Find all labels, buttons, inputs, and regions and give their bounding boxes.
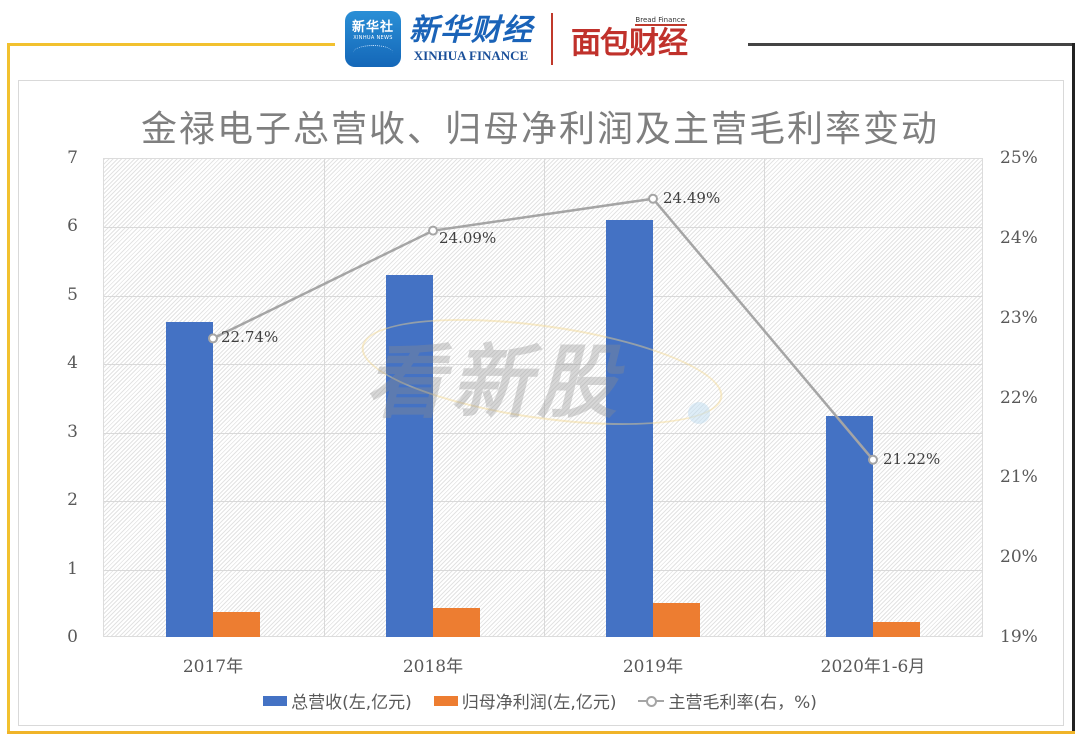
y-left-tick-label: 6 — [67, 216, 78, 237]
y-right-tick-label: 20% — [1000, 547, 1038, 568]
bread-finance-en: Bread Finance — [635, 16, 687, 26]
y-left-tick-label: 2 — [67, 490, 78, 511]
x-tick-label: 2018年 — [402, 657, 464, 677]
legend-item-gross-margin[interactable]: 主营毛利率(右，%) — [638, 688, 817, 713]
y-left-tick-label: 0 — [67, 627, 78, 647]
y-left-tick-label: 3 — [67, 421, 78, 442]
frame-border-bottom-gold — [7, 731, 1075, 734]
xinhua-finance-cn: 新华财经 — [409, 13, 533, 48]
xinhua-badge-cn: 新华社 — [351, 20, 394, 35]
legend-item-net-profit[interactable]: 归母净利润(左,亿元) — [433, 688, 617, 713]
frame-border-top-gold — [7, 43, 335, 46]
line-data-label: 22.74% — [221, 328, 279, 347]
gridline-vertical — [544, 159, 545, 636]
bar-revenue[interactable] — [606, 219, 653, 637]
logo-divider — [551, 13, 553, 65]
legend-label-revenue: 总营收(左,亿元) — [291, 693, 412, 713]
xinhua-finance-en: XINHUA FINANCE — [413, 48, 529, 63]
gridline-horizontal — [104, 295, 982, 297]
bread-finance-cn: 面包财经 — [571, 26, 688, 61]
line-data-label: 24.49% — [663, 188, 721, 207]
brand-header: 新华社 XINHUA NEWS 新华财经 XINHUA FINANCE Brea… — [345, 8, 688, 70]
chart-title: 金禄电子总营收、归母净利润及主营毛利率变动 — [140, 109, 939, 150]
bar-net-profit[interactable] — [653, 602, 700, 637]
y-right-tick-label: 24% — [1000, 227, 1038, 248]
bar-revenue[interactable] — [166, 322, 213, 637]
x-tick-label: 2020年1-6月 — [820, 657, 926, 677]
x-tick-label: 2019年 — [622, 657, 684, 677]
bar-revenue[interactable] — [826, 415, 873, 637]
frame-border-left-gold — [7, 44, 10, 734]
legend-swatch-revenue — [263, 695, 288, 706]
legend-line-marker-icon — [638, 695, 665, 707]
gridline-vertical — [764, 159, 765, 636]
network-globe-icon — [353, 45, 393, 60]
legend-swatch-net-profit — [433, 695, 458, 706]
y-left-tick-label: 7 — [67, 148, 78, 168]
xinhua-finance-logo: 新华财经 XINHUA FINANCE — [409, 14, 533, 64]
legend-label-net-profit: 归母净利润(左,亿元) — [461, 693, 617, 713]
gridline-horizontal — [104, 501, 982, 503]
line-data-label: 24.09% — [439, 228, 497, 247]
x-tick-label: 2017年 — [182, 657, 244, 677]
legend-item-revenue[interactable]: 总营收(左,亿元) — [263, 688, 412, 713]
frame-border-top-dark — [748, 43, 1075, 46]
y-right-tick-label: 25% — [1000, 148, 1038, 168]
line-data-label: 21.22% — [883, 449, 941, 468]
y-right-tick-label: 21% — [1000, 467, 1038, 488]
xinhua-badge-en: XINHUA NEWS — [353, 35, 393, 41]
frame-border-right-dark — [1072, 43, 1075, 734]
y-right-tick-label: 19% — [1000, 627, 1038, 647]
bar-net-profit[interactable] — [873, 621, 920, 637]
gridline-horizontal — [104, 227, 982, 229]
chart-legend: 总营收(左,亿元) 归母净利润(左,亿元) 主营毛利率(右，%) — [0, 688, 1080, 713]
bar-net-profit[interactable] — [433, 608, 480, 637]
y-left-tick-label: 5 — [67, 284, 78, 305]
legend-label-gross-margin: 主营毛利率(右，%) — [668, 693, 817, 713]
gridline-vertical — [324, 159, 325, 636]
bar-revenue[interactable] — [386, 275, 433, 637]
y-left-tick-label: 1 — [67, 558, 78, 579]
y-right-tick-label: 23% — [1000, 307, 1038, 328]
xinhua-news-logo: 新华社 XINHUA NEWS — [345, 11, 401, 67]
y-left-tick-label: 4 — [67, 353, 78, 374]
bar-net-profit[interactable] — [213, 611, 260, 637]
gridline-horizontal — [104, 364, 982, 366]
bread-finance-logo: Bread Finance 面包财经 — [571, 16, 688, 62]
gridline-horizontal — [104, 569, 982, 571]
y-right-tick-label: 22% — [1000, 387, 1038, 408]
